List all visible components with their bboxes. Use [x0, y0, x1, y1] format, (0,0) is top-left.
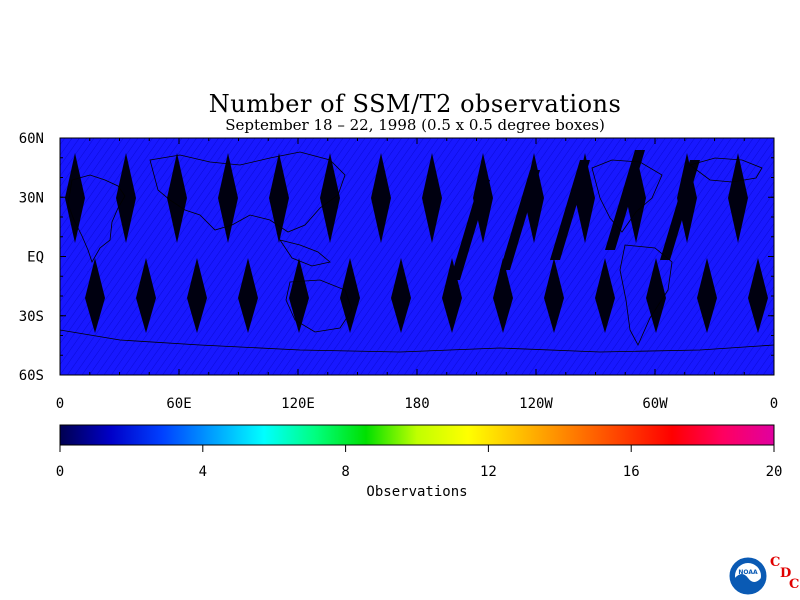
- lon-label: 0: [770, 396, 778, 412]
- noaa-logo: NOAA: [728, 556, 768, 596]
- gap-strip: [450, 180, 490, 280]
- map-panel: [59, 137, 775, 376]
- cdc-letter-3: C: [789, 577, 800, 592]
- colorbar-label: Observations: [366, 484, 467, 500]
- longitude-axis: 0 60E 120E 180 120W 60W 0: [56, 396, 778, 412]
- lat-label: 60S: [19, 368, 44, 384]
- colorbar-tick-label: 12: [480, 464, 497, 480]
- lon-label: 120E: [281, 396, 315, 412]
- lon-label: 120W: [519, 396, 553, 412]
- gap-south: [391, 258, 411, 333]
- gap-north: [320, 153, 340, 243]
- lon-label: 60E: [166, 396, 191, 412]
- gap-south: [544, 258, 564, 333]
- colorbar-ticks: 0 4 8 12 16 20: [56, 445, 783, 480]
- gap-south: [646, 258, 666, 333]
- gap-north: [422, 153, 442, 243]
- gap-south: [697, 258, 717, 333]
- chart-title: Number of SSM/T2 observations: [208, 90, 622, 118]
- colorbar-gradient: [59, 424, 775, 446]
- gap-south: [340, 258, 360, 333]
- gap-north: [65, 153, 85, 243]
- lat-label: EQ: [27, 250, 44, 266]
- colorbar: 0 4 8 12 16 20 Observations: [56, 424, 783, 500]
- chart-subtitle: September 18 – 22, 1998 (0.5 x 0.5 degre…: [225, 116, 605, 134]
- lon-label: 180: [404, 396, 429, 412]
- colorbar-tick-label: 16: [623, 464, 640, 480]
- gap-south: [289, 258, 309, 333]
- gap-south: [748, 258, 768, 333]
- gap-south: [442, 258, 462, 333]
- coastlines: [60, 151, 774, 353]
- colorbar-tick-label: 0: [56, 464, 64, 480]
- colorbar-tick-label: 4: [199, 464, 207, 480]
- lat-label: 60N: [19, 131, 44, 147]
- lat-label: 30N: [19, 190, 44, 206]
- colorbar-tick-label: 8: [341, 464, 349, 480]
- gap-south: [187, 258, 207, 333]
- gap-south: [136, 258, 156, 333]
- gap-south: [238, 258, 258, 333]
- lat-label: 30S: [19, 309, 44, 325]
- gap-north: [218, 153, 238, 243]
- lon-label: 60W: [642, 396, 668, 412]
- latitude-axis: 60N 30N EQ 30S 60S: [19, 131, 44, 384]
- gap-strip: [660, 160, 700, 260]
- gap-north: [116, 153, 136, 243]
- cdc-letter-2: D: [780, 566, 792, 581]
- gap-south: [595, 258, 615, 333]
- gap-strip: [605, 150, 645, 250]
- gap-north: [167, 153, 187, 243]
- gap-north: [728, 153, 748, 243]
- orbit-gaps: [65, 150, 768, 333]
- gap-strip: [500, 170, 540, 270]
- colorbar-tick-label: 20: [766, 464, 783, 480]
- axis-ticks: [59, 137, 775, 376]
- lon-label: 0: [56, 396, 64, 412]
- gap-north: [371, 153, 391, 243]
- noaa-logo-text: NOAA: [738, 569, 758, 576]
- gap-north: [269, 153, 289, 243]
- gap-strip: [550, 160, 590, 260]
- gap-south: [85, 258, 105, 333]
- cdc-letter-1: C: [770, 555, 781, 570]
- gap-south: [493, 258, 513, 333]
